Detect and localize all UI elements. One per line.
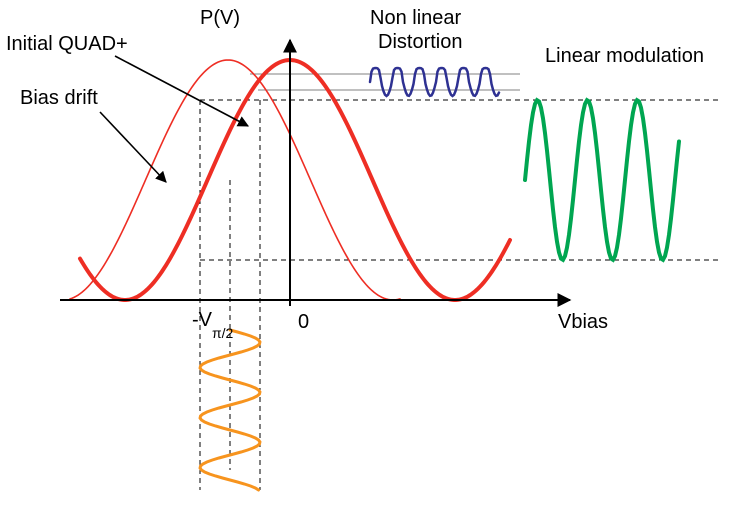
- label-y-axis: P(V): [200, 7, 240, 29]
- label-nonlinear-1: Non linear: [370, 7, 462, 29]
- label-linear-modulation: Linear modulation: [545, 45, 704, 67]
- label-bias-drift: Bias drift: [20, 87, 98, 109]
- label-initial-quad: Initial QUAD+: [6, 33, 128, 55]
- background: [0, 0, 756, 508]
- label-x-axis: Vbias: [558, 311, 608, 333]
- label-nonlinear-2: Distortion: [378, 31, 462, 53]
- label-zero: 0: [298, 311, 309, 333]
